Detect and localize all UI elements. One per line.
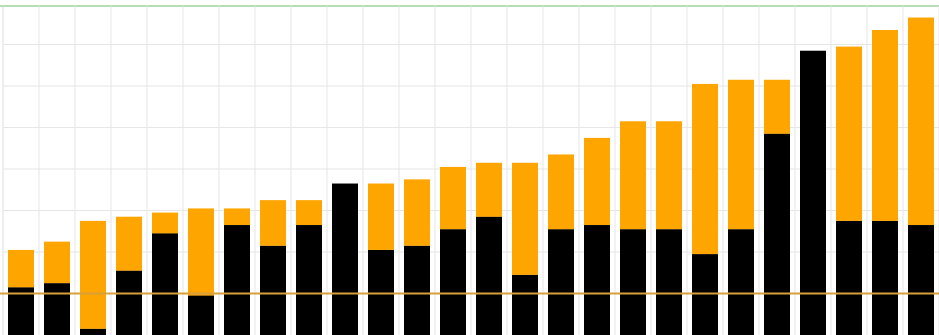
bar-segment: [656, 229, 682, 335]
bar-segment: [872, 29, 898, 221]
bar-segment: [548, 229, 574, 335]
bar-segment: [728, 229, 754, 335]
bar-segment: [836, 46, 862, 221]
bar-segment: [764, 79, 790, 134]
bar-segment: [368, 249, 394, 335]
bar-segment: [224, 225, 250, 335]
bar-segment: [332, 183, 358, 335]
bar-segment: [476, 162, 502, 217]
bar-segment: [404, 179, 430, 246]
bar-segment: [584, 225, 610, 335]
bar-segment: [116, 216, 142, 271]
bar-segment: [512, 162, 538, 275]
bar-segment: [548, 154, 574, 230]
bar-segment: [260, 245, 286, 335]
bar-segment: [224, 208, 250, 226]
bar-segment: [656, 121, 682, 230]
bar-segment: [44, 283, 70, 335]
bar-segment: [872, 220, 898, 335]
bar-segment: [440, 229, 466, 335]
bar-segment: [620, 121, 646, 230]
bar-segment: [368, 183, 394, 250]
bar-segment: [908, 17, 934, 226]
bar-segment: [728, 79, 754, 230]
bar-segment: [440, 166, 466, 230]
bar-segment: [80, 328, 106, 335]
bar-segment: [764, 133, 790, 335]
bar-segment: [152, 212, 178, 234]
bar-segment: [692, 254, 718, 335]
bar-segment: [296, 225, 322, 335]
bar-segment: [476, 216, 502, 335]
bar-segment: [512, 274, 538, 335]
bar-segment: [836, 220, 862, 335]
bar-segment: [800, 50, 826, 335]
bar-segment: [152, 233, 178, 335]
bar-segment: [80, 220, 106, 329]
bar-segment: [44, 241, 70, 284]
bar-segment: [8, 249, 34, 288]
bar-segment: [8, 287, 34, 335]
bar-segment: [692, 83, 718, 255]
bar-segment: [908, 225, 934, 335]
bar-segment: [584, 137, 610, 226]
bar-segment: [296, 200, 322, 226]
bar-segment: [188, 208, 214, 296]
bar-segment: [188, 295, 214, 335]
bar-segment: [620, 229, 646, 335]
bar-segment: [116, 270, 142, 335]
bar-segment: [404, 245, 430, 335]
bar-segment: [260, 200, 286, 246]
